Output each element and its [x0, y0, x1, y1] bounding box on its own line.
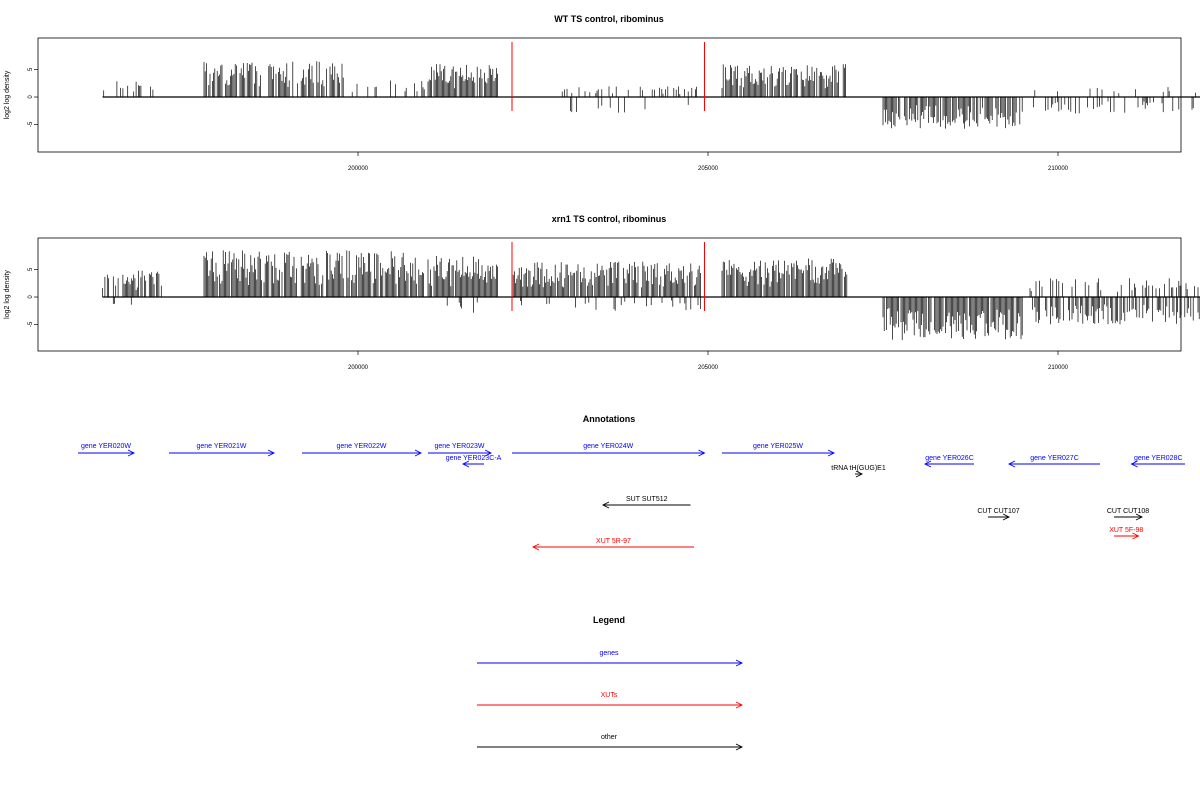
density-panel-2: xrn1 TS control, ribominus 5 0 -5 log2 log d…: [4, 214, 1200, 371]
legend-title: Legend: [593, 615, 625, 625]
y-tick-label: 0: [28, 295, 34, 299]
y-tick-label: -5: [28, 321, 34, 327]
x-tick-label: 205000: [698, 166, 719, 172]
annotation-label: SUT SUT512: [626, 496, 668, 503]
arrow-head: [267, 449, 276, 457]
annotation-arrow: gene YER021W: [169, 443, 276, 457]
arrow-head: [698, 449, 706, 457]
annotation-label: gene YER028C: [1134, 455, 1183, 462]
x-tick-label: 205000: [698, 365, 719, 371]
annotation-arrow: gene YER026C: [923, 455, 974, 468]
arrow-head: [1002, 513, 1011, 521]
arrow-head: [601, 501, 610, 509]
arrow-head: [735, 743, 744, 751]
annotation-label: gene YER022W: [336, 443, 386, 450]
arrow-head: [1007, 460, 1016, 468]
annotation-arrow: gene YER027C: [1007, 455, 1100, 468]
annotation-label: gene YER023W: [434, 443, 484, 450]
annotation-label: XUT 5F-98: [1109, 527, 1143, 534]
y-axis-label: log2 log density: [4, 270, 11, 319]
arrow-head: [923, 460, 932, 468]
annotation-arrow: gene YER020W: [78, 443, 136, 457]
annotations-panel: Annotations gene YER020W gene YER021W gene …: [78, 414, 1185, 551]
plot-frame: [37, 37, 1182, 153]
annotation-arrow: gene YER022W: [302, 443, 423, 457]
annotation-arrow: gene YER025W: [722, 443, 836, 457]
annotation-label: gene YER020W: [81, 443, 131, 450]
x-tick-label: 210000: [1048, 166, 1069, 172]
annotation-arrow: XUT 5F-98: [1109, 527, 1143, 540]
density-panel-1: WT TS control, ribominus 5 0 -5 log2 log den…: [4, 14, 1200, 172]
annotation-label: XUT 5R-97: [596, 538, 631, 545]
arrow-head: [735, 701, 744, 709]
arrow-head: [1135, 513, 1144, 521]
annotation-arrow: tRNA tH(GUG)E1: [831, 465, 886, 478]
annotation-arrow: CUT CUT107: [977, 508, 1020, 521]
x-tick-label: 210000: [1048, 365, 1069, 371]
y-tick-label: 0: [28, 95, 34, 99]
annotation-label: tRNA tH(GUG)E1: [831, 465, 886, 472]
annotation-arrow: gene YER023W: [428, 443, 493, 457]
y-tick-label: 5: [28, 67, 34, 71]
annotation-arrow: gene YER024W: [512, 443, 706, 457]
legend-label: XUTs: [601, 692, 618, 699]
annotation-arrow: XUT 5R-97: [531, 538, 694, 551]
annotation-arrow: SUT SUT512: [601, 496, 691, 509]
arrow-head: [855, 470, 864, 478]
annotation-arrow: CUT CUT108: [1107, 508, 1149, 521]
legend-item-other: other: [477, 734, 744, 751]
arrow-head: [461, 460, 470, 468]
annotation-arrow: gene YER028C: [1130, 455, 1185, 468]
arrow-head: [531, 543, 540, 551]
legend: Legend genes XUTs other: [477, 615, 744, 751]
annotation-label: gene YER027C: [1030, 455, 1079, 462]
annotation-label: gene YER023C-A: [446, 455, 502, 462]
arrow-head: [827, 449, 836, 457]
legend-label: genes: [599, 650, 619, 657]
annotation-label: gene YER026C: [925, 455, 974, 462]
annotation-label: gene YER025W: [753, 443, 803, 450]
arrow-head: [1132, 532, 1140, 540]
x-tick-label: 200000: [348, 365, 369, 371]
legend-label: other: [601, 734, 618, 741]
arrow-head: [1130, 460, 1138, 468]
x-tick-label: 200000: [348, 166, 369, 172]
arrow-head: [735, 659, 744, 667]
legend-item-xut: XUTs: [477, 692, 744, 709]
y-axis-label: log2 log density: [4, 70, 11, 119]
annotation-arrow: gene YER023C-A: [446, 455, 502, 468]
annotations-title: Annotations: [583, 414, 636, 424]
panel-title: xrn1 TS control, ribominus: [552, 214, 667, 224]
annotation-label: gene YER024W: [583, 443, 633, 450]
legend-item-gene: genes: [477, 650, 744, 667]
y-tick-label: 5: [28, 267, 34, 271]
annotation-label: CUT CUT107: [977, 508, 1019, 515]
panel-title: WT TS control, ribominus: [554, 14, 664, 24]
arrow-head: [127, 449, 136, 457]
arrow-head: [414, 449, 423, 457]
arrow-head: [484, 449, 493, 457]
annotation-label: CUT CUT108: [1107, 508, 1149, 515]
y-tick-label: -5: [28, 121, 34, 127]
annotation-label: gene YER021W: [196, 443, 246, 450]
